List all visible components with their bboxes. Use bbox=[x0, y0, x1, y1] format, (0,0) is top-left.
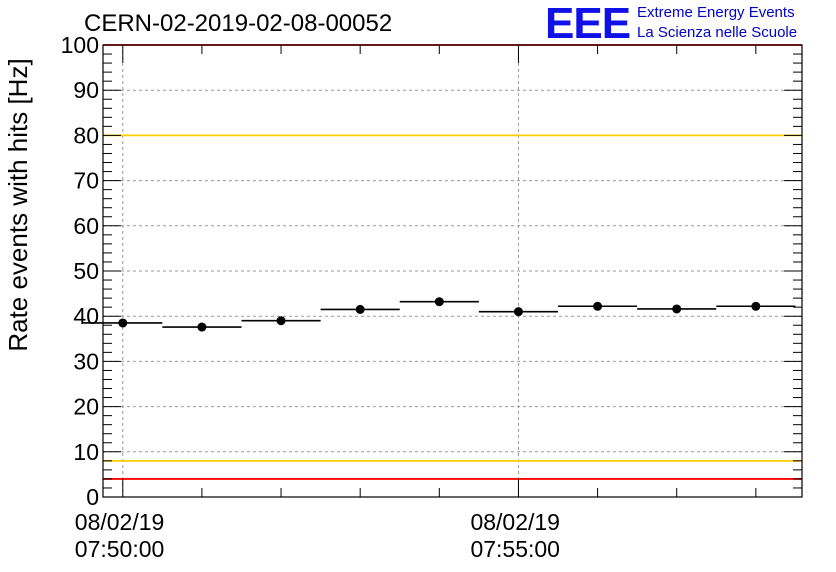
logo-line-1: Extreme Energy Events bbox=[637, 4, 795, 21]
data-point bbox=[593, 301, 603, 311]
y-tick-label: 10 bbox=[73, 439, 99, 465]
data-point bbox=[197, 322, 207, 332]
y-tick-label: 20 bbox=[73, 394, 99, 420]
x-tick-label-time: 07:55:00 bbox=[470, 536, 560, 562]
data-point bbox=[118, 318, 128, 328]
data-point bbox=[434, 297, 444, 307]
data-point bbox=[355, 304, 365, 314]
x-tick-label-time: 07:50:00 bbox=[75, 536, 165, 562]
y-tick-label: 50 bbox=[73, 258, 99, 284]
y-tick-label: 60 bbox=[73, 213, 99, 239]
y-tick-label: 40 bbox=[73, 303, 99, 329]
y-tick-label: 30 bbox=[73, 348, 99, 374]
y-tick-label: 0 bbox=[86, 484, 99, 510]
eee-logo: EEE bbox=[545, 0, 631, 48]
chart-title: CERN-02-2019-02-08-00052 bbox=[84, 10, 393, 37]
y-tick-label: 70 bbox=[73, 168, 99, 194]
data-point bbox=[672, 304, 682, 314]
x-tick-label-date: 08/02/19 bbox=[75, 509, 165, 535]
y-tick-label: 80 bbox=[73, 122, 99, 148]
x-tick-label-date: 08/02/19 bbox=[470, 509, 560, 535]
y-tick-label: 90 bbox=[73, 77, 99, 103]
logo-line-2: La Scienza nelle Scuole bbox=[637, 24, 798, 41]
data-point bbox=[513, 307, 523, 317]
data-point bbox=[751, 301, 761, 311]
y-tick-label: 100 bbox=[61, 32, 99, 58]
y-axis-label: Rate events with hits [Hz] bbox=[3, 58, 33, 351]
data-point bbox=[276, 316, 286, 326]
